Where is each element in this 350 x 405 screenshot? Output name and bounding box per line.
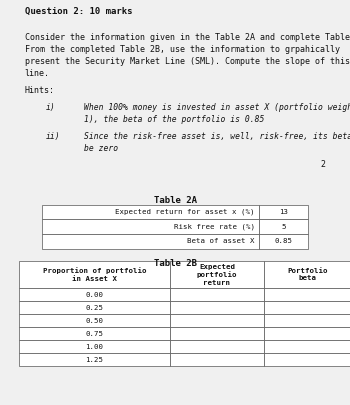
Text: 2: 2 bbox=[321, 160, 326, 169]
Bar bbox=[170, 327, 264, 340]
Text: 0.00: 0.00 bbox=[85, 292, 104, 298]
Bar bbox=[42, 205, 259, 220]
Text: 0.85: 0.85 bbox=[274, 239, 293, 244]
Text: Hints:: Hints: bbox=[25, 86, 55, 95]
Text: Table 2B: Table 2B bbox=[154, 258, 196, 268]
Bar bbox=[170, 288, 264, 301]
Bar bbox=[170, 340, 264, 353]
Text: Portfolio
beta: Portfolio beta bbox=[287, 268, 327, 281]
Text: i): i) bbox=[46, 103, 55, 112]
Text: Risk free rate (%): Risk free rate (%) bbox=[174, 224, 255, 230]
Text: 0.50: 0.50 bbox=[85, 318, 104, 324]
Text: When 100% money is invested in asset X (portfolio weight =
1), the beta of the p: When 100% money is invested in asset X (… bbox=[84, 103, 350, 124]
Bar bbox=[264, 288, 350, 301]
Bar bbox=[170, 301, 264, 314]
Bar bbox=[264, 261, 350, 288]
Text: Since the risk-free asset is, well, risk-free, its beta will
be zero: Since the risk-free asset is, well, risk… bbox=[84, 132, 350, 153]
Text: 0.25: 0.25 bbox=[85, 305, 104, 311]
Text: Expected
portfolio
return: Expected portfolio return bbox=[197, 264, 237, 286]
Bar bbox=[264, 301, 350, 314]
Text: 13: 13 bbox=[279, 209, 288, 215]
Bar bbox=[19, 340, 170, 353]
Text: 1.25: 1.25 bbox=[85, 357, 104, 363]
Text: Question 2: 10 marks: Question 2: 10 marks bbox=[25, 7, 132, 16]
Bar bbox=[259, 205, 308, 220]
Bar bbox=[259, 220, 308, 234]
Bar bbox=[19, 301, 170, 314]
Bar bbox=[19, 353, 170, 366]
Bar bbox=[19, 288, 170, 301]
Bar bbox=[19, 261, 170, 288]
Bar bbox=[264, 314, 350, 327]
Bar bbox=[170, 353, 264, 366]
Bar bbox=[264, 340, 350, 353]
Text: Beta of asset X: Beta of asset X bbox=[187, 239, 255, 244]
Bar bbox=[19, 327, 170, 340]
Text: ii): ii) bbox=[46, 132, 60, 141]
Text: 1.00: 1.00 bbox=[85, 344, 104, 350]
Bar bbox=[19, 314, 170, 327]
Text: Consider the information given in the Table 2A and complete Table 2B.
From the c: Consider the information given in the Ta… bbox=[25, 33, 350, 79]
Bar bbox=[259, 234, 308, 249]
Text: Expected return for asset x (%): Expected return for asset x (%) bbox=[115, 209, 255, 215]
Bar bbox=[170, 314, 264, 327]
Text: 5: 5 bbox=[281, 224, 286, 230]
Bar bbox=[264, 353, 350, 366]
Bar bbox=[264, 327, 350, 340]
Text: Proportion of portfolio
in Asset X: Proportion of portfolio in Asset X bbox=[43, 267, 146, 282]
Bar bbox=[42, 234, 259, 249]
Bar bbox=[42, 220, 259, 234]
Text: Table 2A: Table 2A bbox=[154, 196, 196, 205]
Text: 0.75: 0.75 bbox=[85, 331, 104, 337]
Bar bbox=[170, 261, 264, 288]
